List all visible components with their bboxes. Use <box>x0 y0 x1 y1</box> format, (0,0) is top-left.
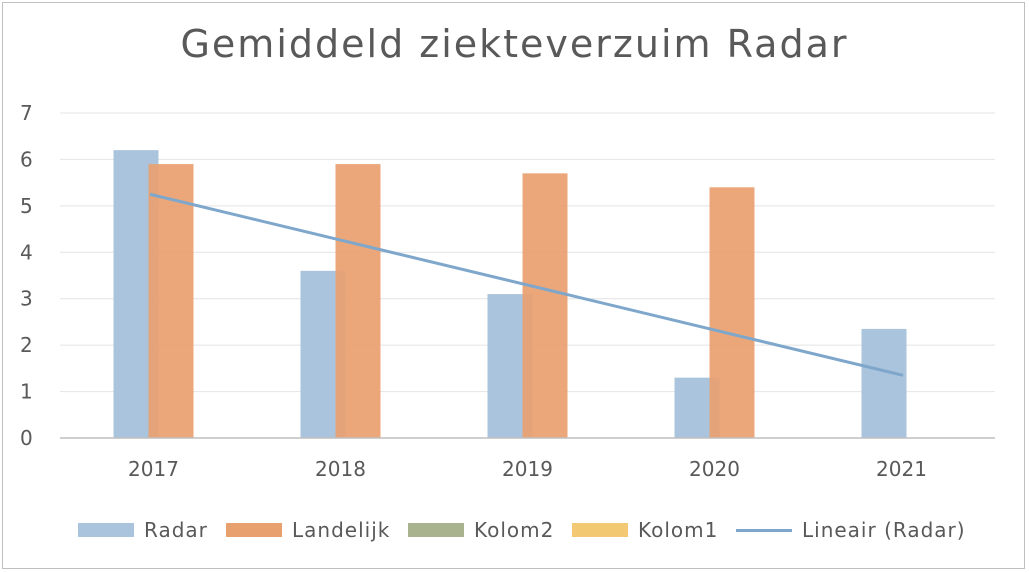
legend-item-landelijk: Landelijk <box>226 512 390 548</box>
chart-title: Gemiddeld ziekteverzuim Radar <box>180 22 849 66</box>
legend-swatch-kolom2 <box>408 523 464 537</box>
y-tick-label: 7 <box>20 101 33 125</box>
legend-item-kolom2: Kolom2 <box>408 512 554 548</box>
bar-landelijk <box>522 173 568 438</box>
y-tick-label: 4 <box>20 240 33 264</box>
y-tick-label: 0 <box>20 426 33 450</box>
x-tick-label: 2018 <box>315 457 366 481</box>
legend-swatch-radar <box>78 523 134 537</box>
bar-radar <box>861 328 907 438</box>
legend-item-radar: Radar <box>78 512 208 548</box>
legend-label-landelijk: Landelijk <box>292 518 391 542</box>
legend-item-trendline: Lineair (Radar) <box>736 512 966 548</box>
legend-label-trendline: Lineair (Radar) <box>802 518 966 542</box>
bar-landelijk <box>709 187 755 438</box>
x-tick-label: 2021 <box>876 457 927 481</box>
x-tick-label: 2020 <box>689 457 740 481</box>
x-tick-label: 2017 <box>128 457 179 481</box>
legend-label-kolom2: Kolom2 <box>474 518 555 542</box>
legend-swatch-kolom1 <box>572 523 628 537</box>
legend-swatch-trendline <box>736 528 792 532</box>
trendline-radar <box>149 192 904 377</box>
chart-legend: Radar Landelijk Kolom2 Kolom1 Lineair (R… <box>0 512 1029 548</box>
y-tick-label: 1 <box>20 380 33 404</box>
y-tick-label: 3 <box>20 287 33 311</box>
legend-label-radar: Radar <box>144 518 208 542</box>
y-tick-label: 6 <box>20 147 33 171</box>
legend-label-kolom1: Kolom1 <box>638 518 719 542</box>
legend-item-kolom1: Kolom1 <box>572 512 718 548</box>
y-tick-label: 5 <box>20 194 33 218</box>
legend-swatch-landelijk <box>226 523 282 537</box>
y-tick-label: 2 <box>20 333 33 357</box>
x-tick-label: 2019 <box>502 457 553 481</box>
bar-landelijk <box>335 164 381 439</box>
bar-landelijk <box>148 164 194 439</box>
